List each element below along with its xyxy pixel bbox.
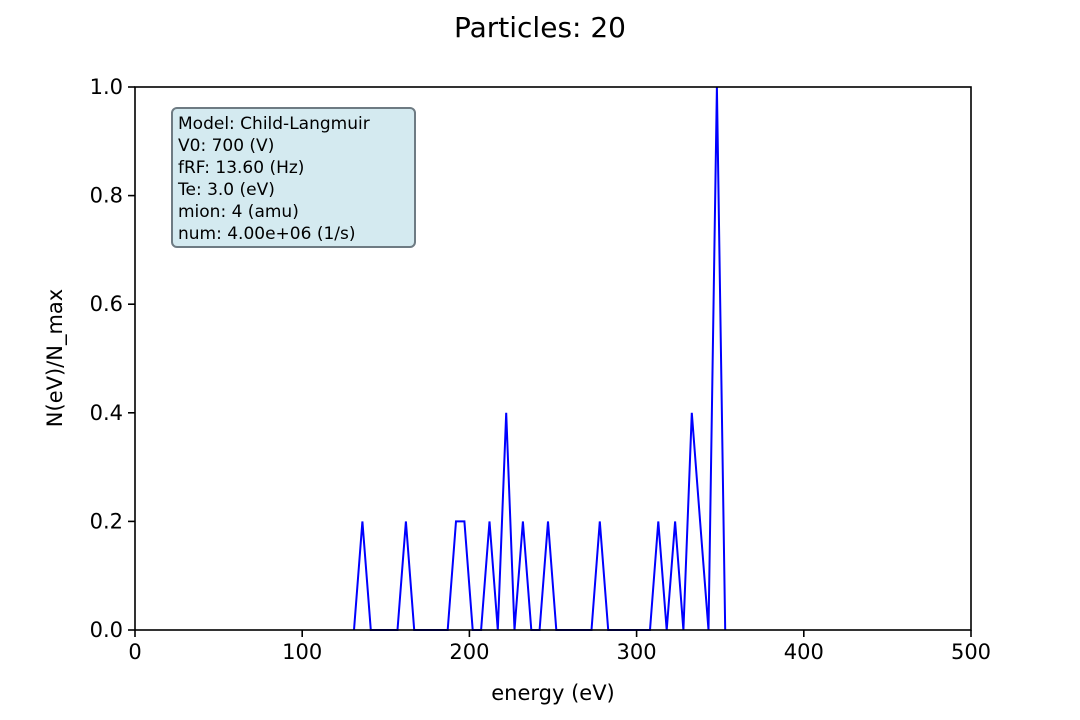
y-tick-label: 0.4 <box>90 401 123 425</box>
y-axis-label: N(eV)/N_max <box>43 289 68 427</box>
x-tick-label: 300 <box>617 640 657 664</box>
parameter-annotation-box: Model: Child-Langmuir V0: 700 (V) fRF: 1… <box>171 107 416 248</box>
y-tick-label: 0.6 <box>90 292 123 316</box>
y-tick-label: 0.2 <box>90 509 123 533</box>
annotation-line-v0: V0: 700 (V) <box>178 136 274 156</box>
annotation-line-mion: mion: 4 (amu) <box>178 202 299 222</box>
annotation-background <box>171 107 416 248</box>
y-tick-label: 0.8 <box>90 184 123 208</box>
y-tick-label: 0.0 <box>90 618 123 642</box>
plot-area: 0 100 200 300 400 500 0.0 0.2 0.4 0.6 0.8 1.0 <box>90 75 991 664</box>
annotation-line-frf: fRF: 13.60 (Hz) <box>178 158 304 178</box>
x-tick-label: 400 <box>784 640 824 664</box>
x-axis-label: energy (eV) <box>491 681 615 705</box>
x-tick-label: 200 <box>449 640 489 664</box>
annotation-line-te: Te: 3.0 (eV) <box>177 180 275 200</box>
x-tick-label: 500 <box>951 640 991 664</box>
annotation-line-num: num: 4.00e+06 (1/s) <box>178 224 356 244</box>
x-tick-label: 0 <box>128 640 141 664</box>
chart-title: Particles: 20 <box>454 11 626 44</box>
y-tick-label: 1.0 <box>90 75 123 99</box>
axes-frame <box>134 86 972 631</box>
annotation-line-model: Model: Child-Langmuir <box>178 114 370 134</box>
x-tick-label: 100 <box>282 640 322 664</box>
